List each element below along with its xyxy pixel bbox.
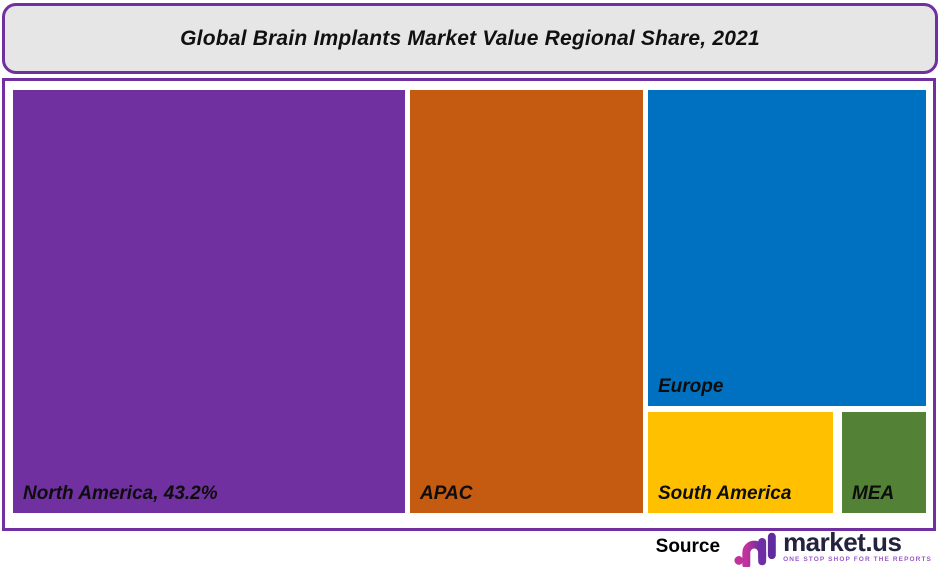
treemap-label-north-america: North America, 43.2% [23, 483, 218, 504]
marketus-logo-icon [734, 532, 776, 567]
marketus-logo-text: market.us ONE STOP SHOP FOR THE REPORTS [783, 529, 932, 564]
treemap-label-south-america: South America [658, 483, 792, 504]
treemap-label-mea: MEA [852, 483, 895, 504]
treemap-label-apac: APAC [420, 483, 473, 504]
marketus-logo: market.us ONE STOP SHOP FOR THE REPORTS [734, 529, 932, 567]
treemap-block-south-america: South America [648, 412, 833, 513]
treemap-label-europe: Europe [658, 376, 724, 397]
treemap-block-europe: Europe [648, 90, 926, 406]
brand-tagline: ONE STOP SHOP FOR THE REPORTS [783, 555, 932, 563]
treemap-block-apac: APAC [410, 90, 643, 513]
chart-title-box: Global Brain Implants Market Value Regio… [2, 3, 938, 74]
treemap-block-north-america: North America, 43.2% [13, 90, 405, 513]
source-attribution: Source market.us ONE STOP SHOP FOR THE R… [655, 529, 932, 567]
treemap-block-mea: MEA [842, 412, 926, 513]
treemap-plot-area: North America, 43.2% APAC Europe South A… [2, 78, 936, 531]
chart-title: Global Brain Implants Market Value Regio… [180, 26, 760, 50]
source-label: Source [655, 535, 721, 557]
brand-name: market.us [783, 526, 902, 557]
